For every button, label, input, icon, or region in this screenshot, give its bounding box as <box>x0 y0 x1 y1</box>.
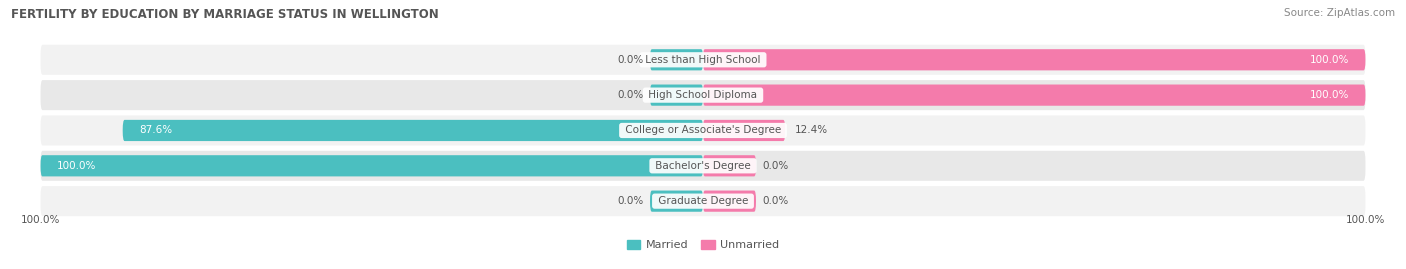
Text: 87.6%: 87.6% <box>139 125 173 136</box>
Text: 100.0%: 100.0% <box>1346 215 1385 225</box>
Text: Graduate Degree: Graduate Degree <box>655 196 751 206</box>
Text: 100.0%: 100.0% <box>21 215 60 225</box>
FancyBboxPatch shape <box>41 80 1365 110</box>
FancyBboxPatch shape <box>41 115 1365 146</box>
Text: 0.0%: 0.0% <box>617 55 644 65</box>
Text: 100.0%: 100.0% <box>1309 90 1348 100</box>
Text: 100.0%: 100.0% <box>1309 55 1348 65</box>
FancyBboxPatch shape <box>703 190 756 212</box>
Text: 100.0%: 100.0% <box>58 161 97 171</box>
FancyBboxPatch shape <box>650 190 703 212</box>
Text: 0.0%: 0.0% <box>762 161 789 171</box>
FancyBboxPatch shape <box>41 186 1365 216</box>
FancyBboxPatch shape <box>703 84 1365 106</box>
FancyBboxPatch shape <box>650 84 703 106</box>
Text: 0.0%: 0.0% <box>617 90 644 100</box>
Legend: Married, Unmarried: Married, Unmarried <box>621 235 785 255</box>
Text: 0.0%: 0.0% <box>617 196 644 206</box>
FancyBboxPatch shape <box>41 155 703 176</box>
Text: College or Associate's Degree: College or Associate's Degree <box>621 125 785 136</box>
Text: 0.0%: 0.0% <box>762 196 789 206</box>
FancyBboxPatch shape <box>703 49 1365 70</box>
Text: Source: ZipAtlas.com: Source: ZipAtlas.com <box>1284 8 1395 18</box>
FancyBboxPatch shape <box>122 120 703 141</box>
Text: Bachelor's Degree: Bachelor's Degree <box>652 161 754 171</box>
Text: FERTILITY BY EDUCATION BY MARRIAGE STATUS IN WELLINGTON: FERTILITY BY EDUCATION BY MARRIAGE STATU… <box>11 8 439 21</box>
Text: Less than High School: Less than High School <box>643 55 763 65</box>
FancyBboxPatch shape <box>650 49 703 70</box>
FancyBboxPatch shape <box>41 45 1365 75</box>
Text: 12.4%: 12.4% <box>794 125 828 136</box>
Text: High School Diploma: High School Diploma <box>645 90 761 100</box>
FancyBboxPatch shape <box>703 120 785 141</box>
FancyBboxPatch shape <box>703 155 756 176</box>
FancyBboxPatch shape <box>41 151 1365 181</box>
